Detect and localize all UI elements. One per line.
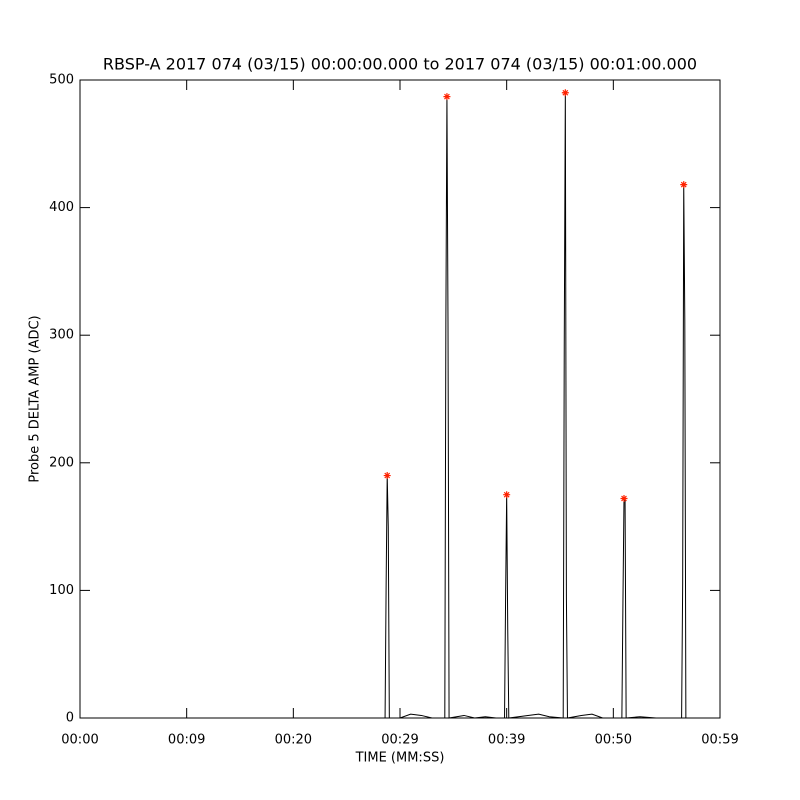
y-tick-label: 0 <box>66 711 74 726</box>
peak-marker <box>383 472 391 480</box>
x-tick-label: 00:39 <box>488 733 525 748</box>
y-tick-label: 400 <box>49 200 74 215</box>
peak-marker <box>443 93 451 101</box>
x-tick-label: 00:50 <box>595 733 632 748</box>
y-tick-label: 300 <box>49 328 74 343</box>
y-tick-label: 500 <box>49 73 74 88</box>
y-axis-label: Probe 5 DELTA AMP (ADC) <box>28 315 43 482</box>
data-line <box>80 92 699 719</box>
y-tick-label: 100 <box>49 583 74 598</box>
x-tick-label: 00:09 <box>168 733 205 748</box>
x-tick-label: 00:29 <box>381 733 418 748</box>
chart-title: RBSP-A 2017 074 (03/15) 00:00:00.000 to … <box>103 55 697 74</box>
x-axis-label: TIME (MM:SS) <box>355 751 445 766</box>
x-tick-label: 00:59 <box>701 733 738 748</box>
peak-marker <box>561 89 569 97</box>
peak-marker <box>620 495 628 503</box>
x-tick-label: 00:20 <box>275 733 312 748</box>
peak-marker <box>680 181 688 189</box>
x-tick-label: 00:00 <box>61 733 98 748</box>
y-tick-label: 200 <box>49 455 74 470</box>
peak-marker <box>503 491 511 499</box>
